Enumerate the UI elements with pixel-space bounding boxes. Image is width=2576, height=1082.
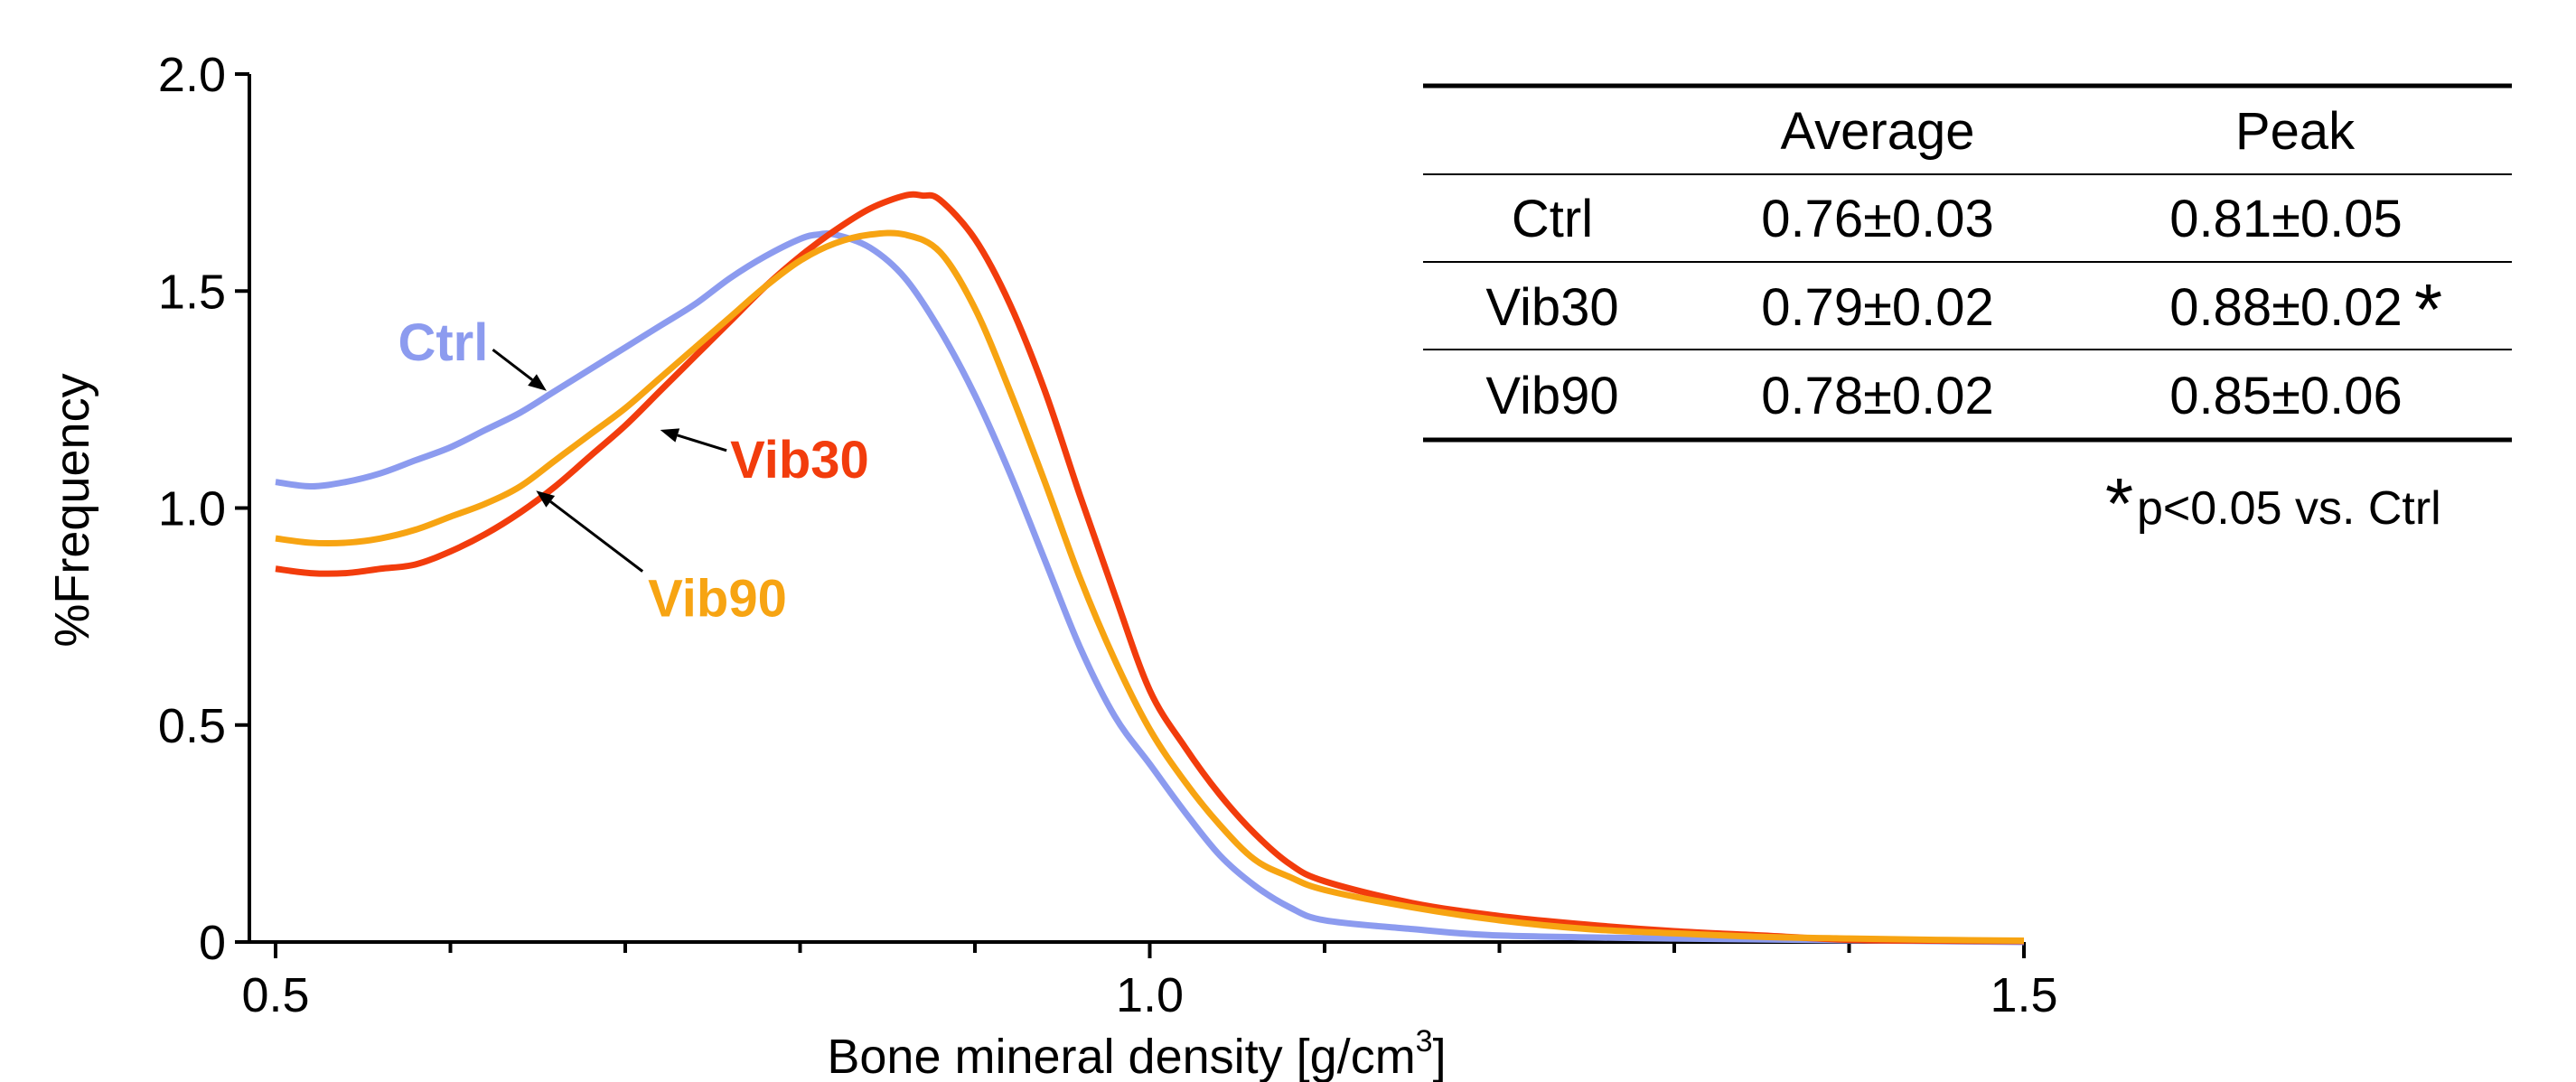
annotation-arrow-line bbox=[549, 500, 644, 573]
table-row-average: 0.76±0.03 bbox=[1761, 190, 1994, 248]
table-row-peak: 0.88±0.02 bbox=[2169, 278, 2403, 337]
table-row-group: Ctrl bbox=[1512, 190, 1593, 248]
table-row-average: 0.79±0.02 bbox=[1761, 278, 1994, 337]
x-axis-title-main: Bone mineral density [g/cm bbox=[827, 1030, 1415, 1082]
y-tick-label: 2.0 bbox=[158, 48, 226, 102]
table-row-average: 0.78±0.02 bbox=[1761, 367, 1994, 425]
series-line-vib90 bbox=[275, 229, 2025, 945]
annotation-arrow-head bbox=[660, 428, 680, 443]
footnote-mark: * bbox=[2105, 463, 2133, 544]
series-line-ctrl bbox=[275, 230, 2025, 946]
annotation-arrow-line bbox=[677, 434, 727, 452]
x-axis-title: Bone mineral density [g/cm3] bbox=[827, 1024, 1446, 1082]
x-axis-title-end: ] bbox=[1433, 1030, 1447, 1082]
table-row-group: Vib30 bbox=[1485, 278, 1618, 337]
table-row-group: Vib90 bbox=[1485, 367, 1618, 425]
table-header-average: Average bbox=[1781, 102, 1975, 161]
table-row-peak: 0.81±0.05 bbox=[2169, 190, 2403, 248]
y-tick-label: 0 bbox=[199, 916, 226, 970]
x-tick-label: 0.5 bbox=[241, 968, 309, 1022]
y-tick-label: 1.0 bbox=[158, 482, 226, 536]
x-tick-label: 1.0 bbox=[1116, 968, 1184, 1022]
x-tick-label: 1.5 bbox=[1990, 968, 2057, 1022]
series-lines bbox=[275, 191, 2025, 946]
series-label-vib30: Vib30 bbox=[730, 431, 869, 490]
y-axis-title: %Frequency bbox=[45, 373, 99, 647]
annotation-arrow-head bbox=[536, 490, 556, 508]
series-label-vib90: Vib90 bbox=[648, 570, 787, 629]
table-header-peak: Peak bbox=[2235, 102, 2356, 161]
series-line-vib30 bbox=[275, 191, 2025, 945]
footnote-text: p<0.05 vs. Ctrl bbox=[2137, 482, 2441, 535]
x-axis-title-superscript: 3 bbox=[1416, 1024, 1433, 1059]
y-tick-label: 0.5 bbox=[158, 699, 226, 753]
stats-table: Average Peak Ctrl 0.76±0.03 0.81±0.05 Vi… bbox=[1423, 83, 2512, 544]
series-label-ctrl: Ctrl bbox=[398, 313, 488, 372]
ticks: 0 0.5 1.0 1.5 2.0 0.5 1.0 1.5 bbox=[158, 48, 2058, 1022]
annotation-arrow-head bbox=[528, 374, 547, 391]
significance-mark: * bbox=[2414, 269, 2442, 350]
series-annotations: Ctrl Vib30 Vib90 bbox=[398, 313, 868, 628]
axes bbox=[248, 74, 2024, 944]
y-tick-label: 1.5 bbox=[158, 265, 226, 319]
table-row-peak: 0.85±0.06 bbox=[2169, 367, 2403, 425]
annotation-arrow-line bbox=[492, 348, 533, 381]
